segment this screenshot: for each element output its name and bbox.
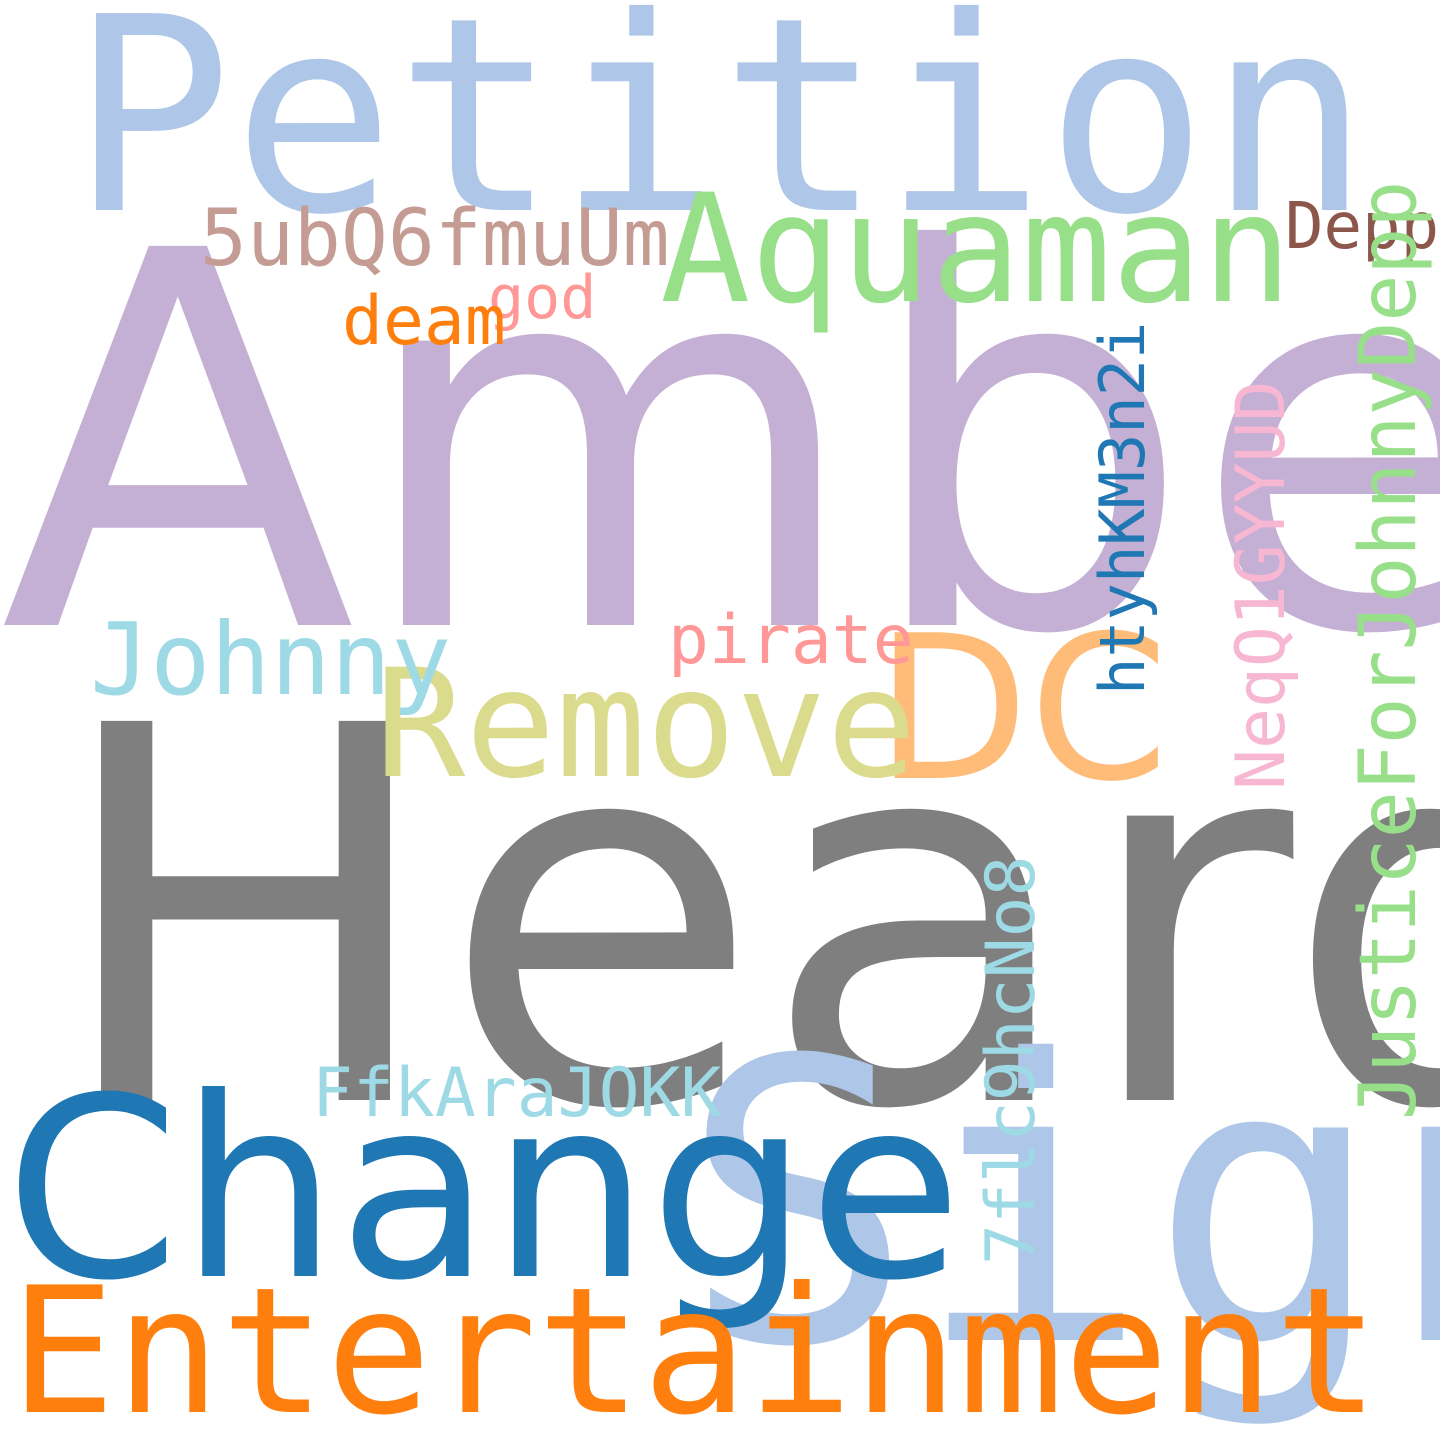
word-god: god	[488, 263, 597, 333]
word-dc: DC	[875, 593, 1169, 826]
word-entertainment: Entertainment	[10, 1251, 1380, 1440]
word-5ubq6fmuum: 5ubQ6fmuUm	[200, 194, 670, 284]
word-aquaman: Aquaman	[660, 163, 1293, 337]
word-htyhkm3n2i: htyhKM3n2i	[1086, 321, 1159, 695]
word-7flc9hcno8: 7flc9hcNo8	[972, 855, 1051, 1265]
word-amber: Amber	[0, 142, 1440, 748]
word-justiceforjohnnydepp: JusticeForJohnnyDepp	[1344, 180, 1434, 1120]
word-johnny: Johnny	[90, 601, 452, 718]
word-remove: Remove	[375, 638, 917, 812]
word-neqq1gyyud: NeqQ1GYYUD	[1222, 380, 1301, 790]
word-change: Change	[5, 1044, 963, 1335]
word-pirate: pirate	[668, 601, 914, 680]
word-depp: Depp	[1285, 190, 1440, 264]
word-petition: Petition	[70, 0, 1371, 274]
word-ffkarajokk: FfkAraJOKK	[312, 1054, 722, 1133]
word-deam: deam	[342, 282, 506, 361]
word-heard: Heard	[50, 617, 1440, 1223]
word-sign: Sign	[680, 978, 1440, 1432]
